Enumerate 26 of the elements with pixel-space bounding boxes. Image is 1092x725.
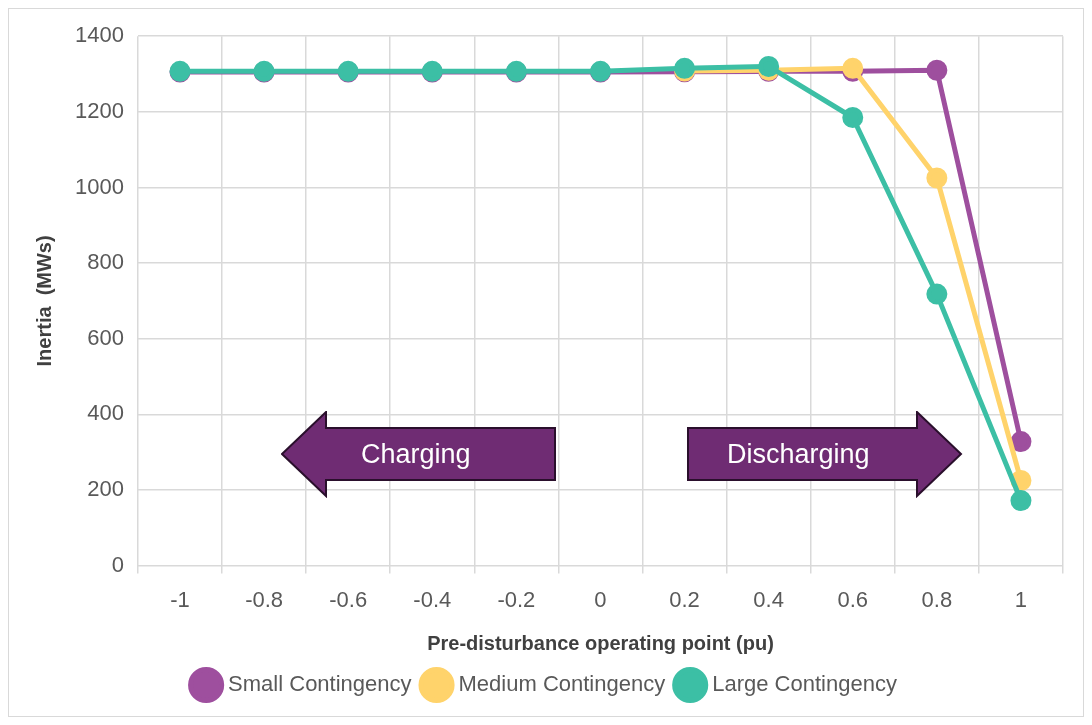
x-tick-label: 0.4 — [753, 586, 784, 612]
x-tick-label: 1 — [1014, 586, 1028, 612]
x-tick-label: 0 — [594, 586, 607, 612]
legend-label: Large Contingency — [712, 671, 897, 697]
x-tick-label: -1 — [170, 586, 190, 612]
y-axis-title: Inertia (MWs) — [32, 235, 55, 367]
y-tick-label: 400 — [87, 400, 124, 426]
y-tick-label: 600 — [87, 324, 124, 350]
x-axis-title: Pre-disturbance operating point (pu) — [427, 631, 774, 654]
x-tick-label: 0.2 — [669, 586, 700, 612]
y-tick-label: 1200 — [74, 97, 124, 123]
x-tick-label: -0.8 — [245, 586, 284, 612]
y-tick-label: 1400 — [74, 22, 124, 48]
y-tick-label: 1000 — [74, 173, 124, 199]
y-tick-label: 800 — [87, 249, 124, 275]
y-tick-label: 200 — [87, 476, 124, 502]
y-tick-label: 0 — [111, 551, 124, 577]
x-tick-label: 0.6 — [837, 586, 869, 612]
x-tick-label: 0.8 — [921, 586, 953, 612]
x-tick-label: -0.4 — [413, 586, 452, 612]
legend-label: Medium Contingency — [458, 671, 666, 697]
legend-label: Small Contingency — [228, 671, 412, 697]
annotation: Discharging — [727, 439, 870, 470]
annotation: Charging — [361, 439, 471, 470]
x-tick-label: -0.2 — [497, 586, 536, 612]
x-tick-label: -0.6 — [329, 586, 368, 612]
